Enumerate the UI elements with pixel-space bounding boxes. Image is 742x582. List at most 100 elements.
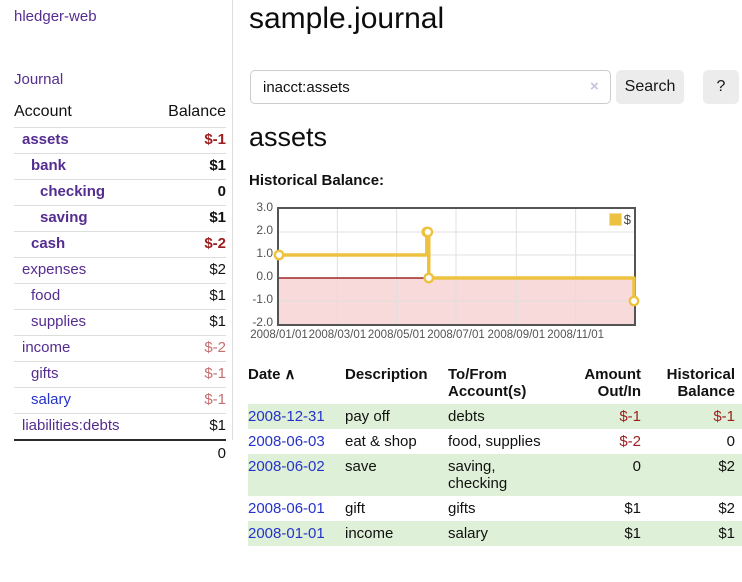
register-accounts: saving, checking: [448, 458, 508, 492]
account-heading: assets: [249, 122, 328, 152]
register-description: pay off: [345, 408, 390, 425]
account-link[interactable]: assets: [22, 131, 69, 148]
register-date-link[interactable]: 2008-12-31: [248, 408, 325, 425]
search-bar: × Search ?: [250, 70, 742, 104]
register-row: 2008-12-31 pay off debts $-1 $-1: [248, 404, 742, 429]
account-row: income $-2: [14, 335, 226, 362]
x-axis-tick-label: 2008/11/01: [547, 329, 604, 341]
account-link[interactable]: food: [31, 287, 61, 304]
account-balance: $1: [150, 153, 226, 180]
legend-label: $: [623, 212, 631, 227]
accounts-total-value: 0: [150, 439, 226, 467]
register-balance: $2: [718, 500, 735, 517]
register-description: eat & shop: [345, 433, 417, 450]
date-header-label: Date: [248, 366, 281, 383]
register-balance: $1: [718, 525, 735, 542]
account-balance: 0: [150, 179, 226, 206]
register-row: 2008-06-01 gift gifts $1 $2: [248, 496, 742, 521]
register-header-balance: Historical Balance: [649, 362, 742, 404]
account-row: gifts $-1: [14, 361, 226, 388]
register-row: 2008-01-01 income salary $1 $1: [248, 521, 742, 546]
register-accounts: salary: [448, 525, 489, 542]
register-header-date[interactable]: Date ∧: [248, 362, 345, 404]
register-description: save: [345, 458, 377, 475]
x-axis-tick-label: 2008/09/01: [487, 329, 546, 341]
accounts-table: Account Balance assets $-1 bank $1 checking 0…: [14, 100, 226, 467]
account-row: cash $-2: [14, 231, 226, 258]
register-balance: $2: [718, 458, 735, 475]
accounts-total-row: 0: [14, 439, 226, 467]
x-axis-tick-label: 2008/07/01: [427, 329, 485, 341]
y-axis-tick-label: -1.0: [252, 292, 273, 306]
account-row: supplies $1: [14, 309, 226, 336]
register-amount: 0: [632, 458, 641, 475]
register-table: Date ∧ Description To/From Account(s) Amo…: [248, 362, 742, 546]
register-amount: $-1: [619, 408, 641, 425]
brand-link[interactable]: hledger-web: [14, 8, 97, 25]
search-input[interactable]: [250, 70, 611, 104]
search-button[interactable]: Search: [616, 70, 684, 104]
accounts-header-account: Account: [14, 103, 72, 120]
register-accounts: gifts: [448, 500, 476, 517]
register-date-link[interactable]: 2008-06-01: [248, 500, 325, 517]
account-balance: $-2: [150, 335, 226, 362]
account-row: expenses $2: [14, 257, 226, 284]
account-balance: $1: [150, 413, 226, 440]
register-amount: $-2: [619, 433, 641, 450]
register-date-link[interactable]: 2008-06-02: [248, 458, 325, 475]
account-link[interactable]: income: [22, 339, 71, 356]
account-balance: $-1: [150, 387, 226, 414]
register-header-row: Date ∧ Description To/From Account(s) Amo…: [248, 362, 742, 404]
accounts-header-balance: Balance: [168, 103, 226, 120]
account-row: salary $-1: [14, 387, 226, 414]
account-link[interactable]: bank: [31, 157, 67, 174]
help-button[interactable]: ?: [703, 70, 739, 104]
register-balance: 0: [726, 433, 735, 450]
y-axis-tick-label: 0.0: [256, 269, 273, 283]
register-row: 2008-06-03 eat & shop food, supplies $-2 0: [248, 429, 742, 454]
sidebar-nav: Journal: [14, 71, 63, 88]
sidebar: hledger-web Journal Account Balance asse…: [0, 0, 233, 467]
account-link[interactable]: supplies: [31, 313, 87, 330]
account-balance: $-1: [150, 127, 226, 154]
y-axis-tick-label: -2.0: [252, 315, 273, 329]
page-title: sample.journal: [249, 2, 445, 35]
register-balance: $-1: [713, 408, 735, 425]
register-date-link[interactable]: 2008-06-03: [248, 433, 325, 450]
account-link[interactable]: cash: [31, 235, 66, 252]
account-link[interactable]: expenses: [22, 261, 87, 278]
chart-canvas: [273, 209, 640, 324]
balance-header-line2: Balance: [677, 383, 735, 400]
register-row: 2008-06-02 save saving, checking 0 $2: [248, 454, 742, 496]
register-description: gift: [345, 500, 366, 517]
accounts-header-line2: Account(s): [448, 383, 527, 400]
y-axis-tick-label: 3.0: [256, 200, 273, 214]
account-link[interactable]: salary: [31, 391, 72, 408]
account-balance: $1: [150, 283, 226, 310]
account-row: assets $-1: [14, 127, 226, 154]
register-description: income: [345, 525, 394, 542]
register-amount: $1: [624, 525, 641, 542]
account-link[interactable]: saving: [40, 209, 88, 226]
main-content: sample.journal × Search ? assets Histori…: [248, 0, 742, 582]
register-amount: $1: [624, 500, 641, 517]
balance-header-line1: Historical: [666, 366, 735, 383]
x-axis-tick-label: 2008/01/01: [250, 329, 308, 341]
account-row: saving $1: [14, 205, 226, 232]
account-link[interactable]: gifts: [31, 365, 59, 382]
register-header-accounts: To/From Account(s): [448, 362, 560, 404]
account-link[interactable]: liabilities:debts: [22, 417, 120, 434]
register-date-link[interactable]: 2008-01-01: [248, 525, 325, 542]
account-row: bank $1: [14, 153, 226, 180]
x-axis-tick-label: 2008/03/01: [308, 329, 367, 341]
account-link[interactable]: checking: [40, 183, 106, 200]
x-axis-tick-label: 2008/05/01: [367, 329, 426, 341]
journal-link[interactable]: Journal: [14, 71, 64, 88]
account-balance: $1: [150, 205, 226, 232]
app-brand: hledger-web: [14, 8, 97, 25]
y-axis-tick-label: 1.0: [256, 246, 273, 260]
clear-search-icon[interactable]: ×: [590, 78, 599, 95]
chart-legend: $: [608, 212, 631, 227]
account-balance: $-1: [150, 361, 226, 388]
account-row: liabilities:debts $1: [14, 413, 226, 440]
